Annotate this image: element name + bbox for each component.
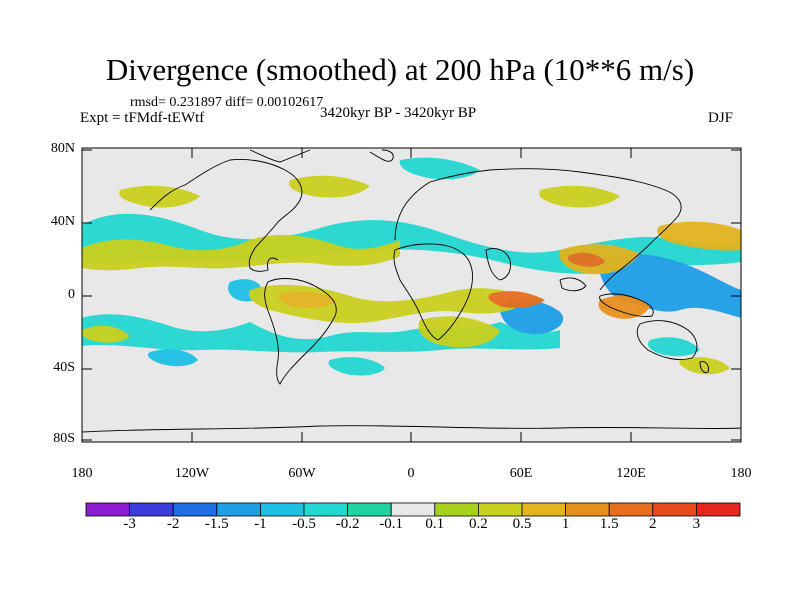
divergence-field [82,149,741,433]
lon-label-0: 0 [407,466,415,481]
colorbar-label: -1.5 [204,516,229,532]
colorbar-swatch [85,502,130,517]
lat-label-80n: 80N [50,141,75,156]
season-label: DJF [708,110,734,126]
lon-label-180w: 180 [71,466,93,481]
colorbar-label: 0.5 [512,516,532,532]
lat-label-0: 0 [68,287,75,302]
lat-label-40n: 40N [50,214,75,229]
colorbar-label: 3 [692,516,701,532]
colorbar-swatch [652,502,697,517]
stats-text: rmsd= 0.231897 diff= 0.00102617 [130,95,324,110]
chart-title: Divergence (smoothed) at 200 hPa (10**6 … [105,52,695,87]
colorbar-swatch [390,502,436,517]
colorbar-swatch [434,502,479,517]
colorbar-label: -3 [123,516,136,532]
colorbar-swatch [608,502,654,517]
coastlines [82,149,741,433]
colorbar-label: -0.1 [379,516,404,532]
colorbar-label: -1 [254,516,267,532]
lon-label-180e: 180 [730,466,752,481]
lat-label-40s: 40S [53,360,75,375]
lat-tick-marks [82,149,741,441]
lon-label-120w: 120W [174,466,210,481]
lon-tick-marks [81,148,632,442]
colorbar-swatch [696,502,741,517]
lon-label-120e: 120E [616,466,646,481]
positive-anomalies [82,175,741,375]
colorbar-label: -0.2 [335,516,360,532]
period-label: 3420kyr BP - 3420kyr BP [320,105,477,121]
colorbar-swatch [259,502,305,517]
lat-label-80s: 80S [53,431,75,446]
colorbar-label: 2 [649,516,657,532]
colorbar-swatch [477,502,523,517]
colorbar-swatch [565,502,610,517]
colorbar-label: 0.1 [425,516,445,532]
lon-label-60w: 60W [288,466,316,481]
colorbar-swatch [303,502,348,517]
lon-label-60e: 60E [509,466,533,481]
colorbar-swatch [347,502,392,517]
colorbar-swatch [129,502,174,517]
experiment-label: Expt = tFMdf-tEWtf [80,110,205,126]
colorbar [85,502,741,517]
colorbar-label: 1 [561,516,570,532]
colorbar-label: -2 [166,516,180,532]
colorbar-label: 0.2 [469,516,488,532]
colorbar-swatch [216,502,261,517]
colorbar-swatch [172,502,218,517]
colorbar-swatch [521,502,566,517]
colorbar-label: -0.5 [292,516,316,532]
colorbar-label: 1.5 [599,516,619,532]
